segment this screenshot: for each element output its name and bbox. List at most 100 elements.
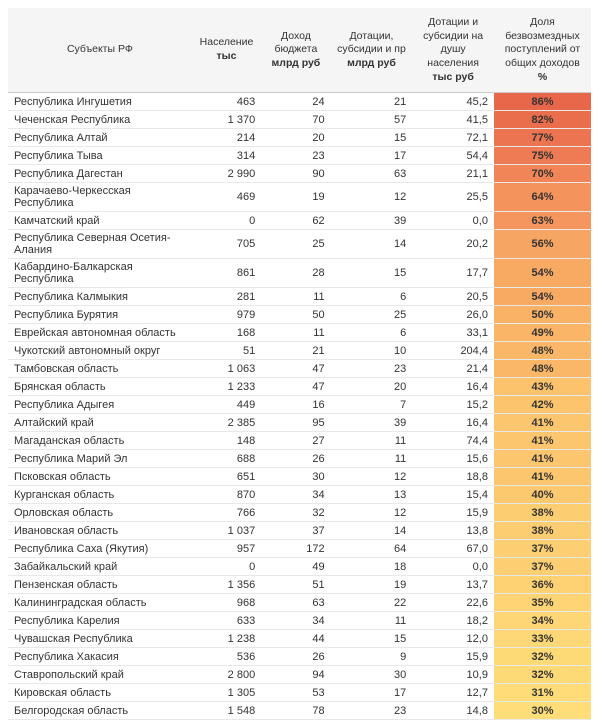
cell-subs: 14 (331, 230, 413, 259)
cell-pct: 34% (494, 612, 591, 630)
cell-percap: 15,4 (412, 486, 494, 504)
cell-pop: 766 (192, 504, 261, 522)
col-header-unit: тыс (196, 50, 257, 64)
table-row: Еврейская автономная область16811633,149… (8, 324, 591, 342)
table-row: Чукотский автономный округ512110204,448% (8, 342, 591, 360)
cell-budget: 24 (261, 93, 330, 111)
cell-name: Ставропольский край (8, 666, 192, 684)
cell-subs: 63 (331, 165, 413, 183)
cell-budget: 50 (261, 306, 330, 324)
cell-subs: 25 (331, 306, 413, 324)
cell-subs: 6 (331, 324, 413, 342)
table-row: Калининградская область968632222,635% (8, 594, 591, 612)
cell-pop: 469 (192, 183, 261, 212)
cell-budget: 34 (261, 612, 330, 630)
cell-percap: 41,5 (412, 111, 494, 129)
cell-pct: 70% (494, 165, 591, 183)
cell-subs: 7 (331, 396, 413, 414)
table-row: Республика Марий Эл688261115,641% (8, 450, 591, 468)
col-header-pct: Доля безвозмездных поступлений от общих … (494, 8, 591, 93)
cell-percap: 204,4 (412, 342, 494, 360)
cell-pop: 2 385 (192, 414, 261, 432)
cell-pop: 1 548 (192, 702, 261, 720)
cell-pct: 40% (494, 486, 591, 504)
cell-pct: 41% (494, 414, 591, 432)
cell-percap: 21,1 (412, 165, 494, 183)
cell-name: Псковская область (8, 468, 192, 486)
cell-percap: 14,8 (412, 702, 494, 720)
cell-pct: 48% (494, 360, 591, 378)
cell-pct: 37% (494, 558, 591, 576)
cell-budget: 37 (261, 522, 330, 540)
cell-name: Республика Алтай (8, 129, 192, 147)
cell-pct: 64% (494, 183, 591, 212)
cell-name: Республика Ингушетия (8, 93, 192, 111)
cell-pop: 651 (192, 468, 261, 486)
table-row: Республика Адыгея44916715,242% (8, 396, 591, 414)
cell-budget: 172 (261, 540, 330, 558)
cell-name: Камчатский край (8, 212, 192, 230)
cell-subs: 12 (331, 468, 413, 486)
cell-name: Республика Адыгея (8, 396, 192, 414)
table-row: Республика Хакасия53626915,932% (8, 648, 591, 666)
cell-name: Орловская область (8, 504, 192, 522)
cell-budget: 28 (261, 259, 330, 288)
cell-pct: 41% (494, 468, 591, 486)
cell-pct: 35% (494, 594, 591, 612)
cell-percap: 15,2 (412, 396, 494, 414)
cell-name: Ивановская область (8, 522, 192, 540)
cell-percap: 22,6 (412, 594, 494, 612)
cell-pop: 281 (192, 288, 261, 306)
cell-name: Забайкальский край (8, 558, 192, 576)
cell-budget: 27 (261, 432, 330, 450)
cell-pop: 957 (192, 540, 261, 558)
cell-pop: 968 (192, 594, 261, 612)
cell-percap: 20,2 (412, 230, 494, 259)
cell-pct: 82% (494, 111, 591, 129)
cell-budget: 47 (261, 360, 330, 378)
cell-budget: 26 (261, 450, 330, 468)
table-header: Субъекты РФНаселениетысДоход бюджетамлрд… (8, 8, 591, 93)
cell-percap: 74,4 (412, 432, 494, 450)
col-header-plain: Дотации и субсидии на душу населения (416, 16, 490, 71)
cell-budget: 78 (261, 702, 330, 720)
table-row: Республика Бурятия979502526,050% (8, 306, 591, 324)
col-header-percap: Дотации и субсидии на душу населениятыс … (412, 8, 494, 93)
cell-subs: 17 (331, 147, 413, 165)
cell-percap: 72,1 (412, 129, 494, 147)
table-row: Пензенская область1 356511913,736% (8, 576, 591, 594)
cell-subs: 15 (331, 129, 413, 147)
cell-pop: 1 037 (192, 522, 261, 540)
cell-pop: 314 (192, 147, 261, 165)
col-header-unit: тыс руб (416, 71, 490, 85)
cell-percap: 26,0 (412, 306, 494, 324)
cell-subs: 23 (331, 360, 413, 378)
cell-name: Белгородская область (8, 702, 192, 720)
cell-name: Республика Карелия (8, 612, 192, 630)
cell-percap: 16,4 (412, 378, 494, 396)
cell-pct: 42% (494, 396, 591, 414)
cell-pop: 1 233 (192, 378, 261, 396)
table-row: Карачаево-Черкесская Республика469191225… (8, 183, 591, 212)
cell-budget: 62 (261, 212, 330, 230)
cell-pct: 30% (494, 702, 591, 720)
cell-budget: 47 (261, 378, 330, 396)
cell-percap: 15,9 (412, 504, 494, 522)
table-row: Республика Северная Осетия-Алания7052514… (8, 230, 591, 259)
cell-pop: 1 063 (192, 360, 261, 378)
cell-pop: 1 238 (192, 630, 261, 648)
cell-name: Республика Марий Эл (8, 450, 192, 468)
cell-name: Чеченская Республика (8, 111, 192, 129)
cell-subs: 22 (331, 594, 413, 612)
cell-subs: 30 (331, 666, 413, 684)
cell-pop: 861 (192, 259, 261, 288)
cell-percap: 12,7 (412, 684, 494, 702)
cell-name: Чувашская Республика (8, 630, 192, 648)
cell-budget: 95 (261, 414, 330, 432)
cell-percap: 0,0 (412, 558, 494, 576)
cell-pop: 148 (192, 432, 261, 450)
cell-pop: 2 800 (192, 666, 261, 684)
cell-pop: 214 (192, 129, 261, 147)
cell-name: Чукотский автономный округ (8, 342, 192, 360)
col-header-unit: млрд руб (335, 57, 409, 71)
